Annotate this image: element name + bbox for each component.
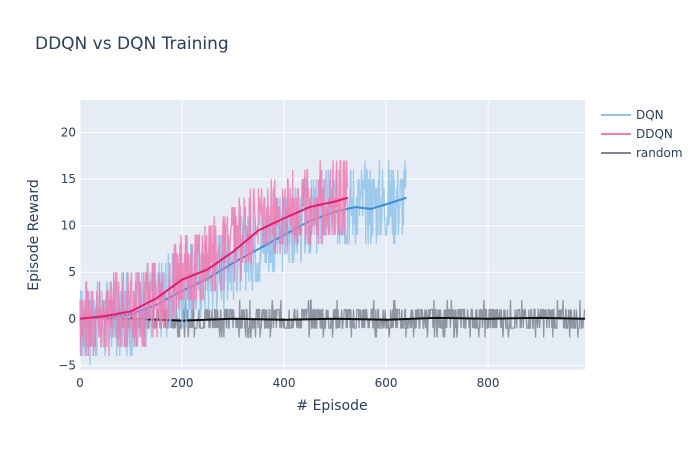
x-tick-label-3: 600: [375, 376, 398, 390]
avg-line-random: [79, 316, 586, 322]
y-tick-label-5: 20: [61, 126, 76, 140]
raw-line-ddqn: [79, 159, 348, 357]
legend-label-random: random: [636, 146, 683, 160]
legend[interactable]: DQN DDQN random: [601, 108, 683, 160]
legend-label-dqn: DQN: [636, 108, 664, 122]
y-tick-label-4: 15: [61, 172, 76, 186]
legend-item-random[interactable]: random: [601, 146, 683, 160]
chart-title: DDQN vs DQN Training: [35, 34, 229, 54]
legend-label-ddqn: DDQN: [636, 127, 673, 141]
x-tick-label-1: 200: [171, 376, 194, 390]
legend-item-dqn[interactable]: DQN: [601, 108, 664, 122]
series-ddqn: [79, 159, 349, 357]
y-axis-title: Episode Reward: [26, 179, 42, 291]
x-tick-label-2: 400: [273, 376, 296, 390]
series-layer: [79, 159, 586, 366]
y-tick-label-2: 5: [68, 265, 76, 279]
x-tick-labels: 0 200 400 600 800: [76, 376, 499, 390]
legend-item-ddqn[interactable]: DDQN: [601, 127, 673, 141]
x-axis-title: # Episode: [296, 398, 367, 414]
y-tick-labels: −5 0 5 10 15 20: [58, 126, 76, 373]
avg-line-ddqn: [79, 196, 349, 320]
x-tick-label-4: 800: [477, 376, 500, 390]
y-tick-label-0: −5: [58, 358, 76, 372]
y-tick-label-1: 0: [68, 312, 76, 326]
y-tick-label-3: 10: [61, 219, 76, 233]
x-tick-label-0: 0: [76, 376, 84, 390]
